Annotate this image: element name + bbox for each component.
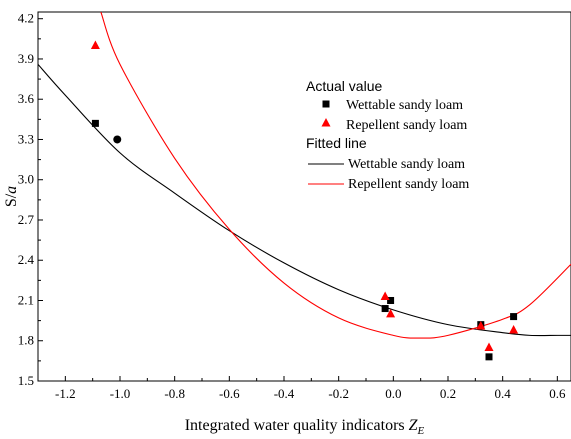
legend-marker-wettable-points (322, 100, 330, 108)
y-axis-label-symbol: a (3, 186, 20, 194)
x-tick-label: 0.4 (495, 386, 512, 401)
data-point-wettable (91, 119, 99, 127)
legend-label-wettable-points: Wettable sandy loam (346, 98, 463, 113)
legend-triangle-marker (321, 118, 331, 127)
legend-label-wettable-fit: Wettable sandy loam (348, 157, 465, 172)
x-axis-label-symbol: Z (409, 417, 419, 434)
data-point-wettable (113, 135, 122, 144)
x-tick-label: -0.6 (219, 386, 240, 401)
data-point-repellent (386, 308, 396, 318)
y-tick-label: 3.6 (18, 91, 35, 106)
x-axis-label-text: Integrated water quality indicators (185, 417, 409, 434)
x-tick-label: -1.0 (110, 386, 131, 401)
y-axis-label-text: S/ (3, 193, 20, 207)
legend-marker-repellent-points (321, 118, 331, 127)
y-tick-label: 4.2 (18, 11, 34, 26)
fit-line-wettable (38, 63, 571, 337)
fitted-lines (38, 12, 571, 339)
y-tick-label: 2.1 (18, 292, 34, 307)
y-tick-label: 1.5 (18, 373, 34, 388)
x-tick-label: 0.6 (549, 386, 566, 401)
y-tick-label: 3.3 (18, 131, 34, 146)
legend-square-marker (322, 100, 330, 108)
y-axis-label: S/a (3, 186, 20, 207)
legend-label-repellent-fit: Repellent sandy loam (348, 177, 469, 192)
x-tick-label: -0.2 (328, 386, 349, 401)
data-point-repellent (380, 291, 390, 300)
data-points (90, 40, 519, 361)
y-tick-label: 3.9 (18, 51, 34, 66)
x-tick-label: 0.0 (385, 386, 401, 401)
legend: Actual value Wettable sandy loam Repelle… (306, 78, 469, 192)
x-tick-label: 0.2 (440, 386, 456, 401)
axis-tick-labels: -1.2 -1.0 -0.8 -0.6 -0.4 -0.2 0.0 0.2 0.4 0.6 1.5 1… (18, 11, 566, 401)
data-point-wettable (485, 353, 493, 361)
data-point-repellent (90, 40, 100, 50)
y-tick-label: 2.7 (18, 212, 35, 227)
x-tick-label: -0.4 (274, 386, 295, 401)
legend-label-repellent-points: Repellent sandy loam (346, 118, 467, 133)
x-tick-label: -0.8 (164, 386, 185, 401)
legend-heading-actual: Actual value (306, 78, 382, 94)
data-point-repellent (484, 342, 494, 351)
y-tick-label: 2.4 (18, 252, 35, 267)
legend-heading-fitted: Fitted line (306, 135, 367, 151)
x-axis-label: Integrated water quality indicators ZE (185, 417, 425, 437)
y-tick-label: 3.0 (18, 172, 34, 187)
x-axis-label-subscript: E (417, 425, 425, 437)
axis-ticks (37, 18, 558, 382)
plot-frame (37, 11, 571, 382)
data-point-repellent (509, 325, 519, 334)
data-point-wettable (381, 305, 389, 313)
y-tick-label: 1.8 (18, 333, 34, 348)
data-point-wettable (387, 296, 395, 304)
x-tick-label: -1.2 (55, 386, 76, 401)
data-point-repellent (476, 320, 486, 330)
fit-line-repellent (100, 12, 571, 339)
data-point-wettable (510, 313, 518, 321)
